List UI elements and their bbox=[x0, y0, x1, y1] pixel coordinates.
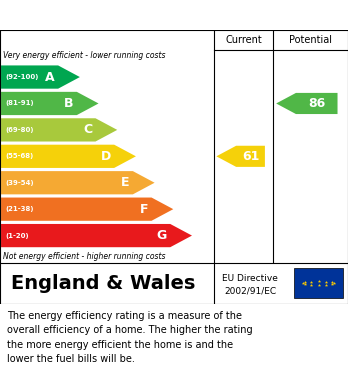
Bar bbox=[294, 269, 343, 298]
Text: A: A bbox=[45, 70, 55, 84]
Text: 61: 61 bbox=[242, 150, 259, 163]
Text: 2002/91/EC: 2002/91/EC bbox=[224, 286, 276, 295]
Text: G: G bbox=[157, 229, 167, 242]
Text: EU Directive: EU Directive bbox=[222, 274, 278, 283]
Text: England & Wales: England & Wales bbox=[10, 274, 195, 293]
Polygon shape bbox=[276, 93, 338, 114]
Text: D: D bbox=[101, 150, 111, 163]
Text: 86: 86 bbox=[308, 97, 325, 110]
Text: (21-38): (21-38) bbox=[5, 206, 34, 212]
Text: (39-54): (39-54) bbox=[5, 180, 34, 186]
Text: Not energy efficient - higher running costs: Not energy efficient - higher running co… bbox=[3, 252, 166, 261]
Polygon shape bbox=[1, 224, 192, 247]
Polygon shape bbox=[1, 197, 173, 221]
Text: Potential: Potential bbox=[289, 35, 332, 45]
Polygon shape bbox=[1, 65, 80, 89]
Text: (92-100): (92-100) bbox=[5, 74, 39, 80]
Text: (69-80): (69-80) bbox=[5, 127, 34, 133]
Polygon shape bbox=[216, 146, 265, 167]
Text: Energy Efficiency Rating: Energy Efficiency Rating bbox=[10, 7, 220, 23]
Polygon shape bbox=[1, 171, 155, 194]
Text: Current: Current bbox=[225, 35, 262, 45]
Text: (1-20): (1-20) bbox=[5, 233, 29, 239]
Polygon shape bbox=[1, 145, 136, 168]
Polygon shape bbox=[1, 118, 117, 142]
Text: E: E bbox=[121, 176, 129, 189]
Text: B: B bbox=[64, 97, 73, 110]
Text: (81-91): (81-91) bbox=[5, 100, 34, 106]
Text: Very energy efficient - lower running costs: Very energy efficient - lower running co… bbox=[3, 51, 166, 60]
Text: F: F bbox=[140, 203, 148, 216]
Polygon shape bbox=[1, 92, 98, 115]
Text: (55-68): (55-68) bbox=[5, 153, 33, 159]
Text: C: C bbox=[83, 124, 92, 136]
Text: The energy efficiency rating is a measure of the
overall efficiency of a home. T: The energy efficiency rating is a measur… bbox=[7, 311, 253, 364]
